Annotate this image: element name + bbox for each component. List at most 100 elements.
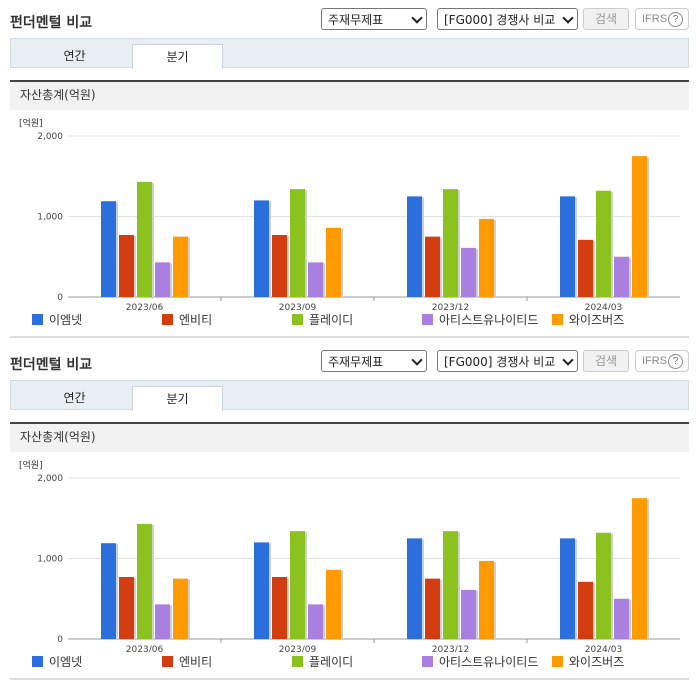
tab-annual[interactable]: 연간 xyxy=(63,391,86,405)
panel-title: 펀더멘털 비교 xyxy=(10,15,93,31)
bar xyxy=(155,604,170,639)
bar xyxy=(155,262,170,297)
ifrs-button[interactable]: IFRS ? xyxy=(635,350,689,372)
legend-swatch xyxy=(422,314,433,325)
compare-select[interactable]: [FG000] 경쟁사 비교 xyxy=(437,8,578,30)
bar xyxy=(407,538,422,639)
search-button[interactable]: 검색 xyxy=(583,350,629,372)
period-tabs: 연간 분기 xyxy=(10,380,689,411)
legend-swatch xyxy=(162,656,173,667)
bar xyxy=(326,569,341,639)
bar xyxy=(443,189,458,297)
bar xyxy=(425,236,440,297)
legend-label: 플레이디 xyxy=(309,655,354,669)
chevron-down-icon xyxy=(562,12,574,24)
y-unit-label: [억원] xyxy=(19,459,43,471)
help-icon[interactable]: ? xyxy=(668,12,683,27)
ifrs-label: IFRS xyxy=(642,13,668,25)
bar xyxy=(119,235,134,297)
statement-select-value: 주재무제표 xyxy=(328,13,384,27)
chevron-down-icon xyxy=(562,354,574,366)
bar xyxy=(560,196,575,297)
tab-quarterly[interactable]: 분기 xyxy=(132,386,223,411)
legend-item[interactable]: 와이즈버즈 xyxy=(552,313,624,327)
y-tick-label: 2,000 xyxy=(37,132,63,142)
legend-swatch xyxy=(422,656,433,667)
bar xyxy=(425,578,440,639)
legend-item[interactable]: 플레이디 xyxy=(292,313,353,327)
bar xyxy=(290,531,305,639)
bar xyxy=(308,262,323,297)
ifrs-label: IFRS xyxy=(642,355,668,367)
bar-chart: [억원] 0 1,000 2,000 2023/06 2023/09 2023/12 2024… xyxy=(19,117,680,310)
ifrs-button[interactable]: IFRS ? xyxy=(635,8,689,30)
bar xyxy=(614,256,629,297)
legend-item[interactable]: 아티스트유나이티드 xyxy=(422,655,538,669)
tab-annual[interactable]: 연간 xyxy=(63,49,86,63)
bar xyxy=(254,542,269,639)
bar xyxy=(578,581,593,639)
y-tick-label: 1,000 xyxy=(37,555,63,565)
legend-swatch xyxy=(32,314,43,325)
legend-swatch xyxy=(292,656,303,667)
legend-item[interactable]: 플레이디 xyxy=(292,655,353,669)
x-tick-label: 2023/12 xyxy=(432,645,469,652)
help-icon[interactable]: ? xyxy=(668,354,683,369)
y-unit-label: [억원] xyxy=(19,117,43,129)
fundamental-panel: 펀더멘털 비교 주재무제표 [FG000] 경쟁사 비교 검색 IFRS ? 연… xyxy=(10,8,692,338)
x-tick-label: 2023/06 xyxy=(126,303,164,310)
compare-select-value: [FG000] 경쟁사 비교 xyxy=(444,355,556,369)
bar xyxy=(407,196,422,297)
legend-label: 아티스트유나이티드 xyxy=(439,655,539,669)
legend-label: 와이즈버즈 xyxy=(569,313,625,327)
y-tick-label: 0 xyxy=(57,293,63,303)
legend-item[interactable]: 엔비티 xyxy=(162,313,212,327)
search-button[interactable]: 검색 xyxy=(583,8,629,30)
bar xyxy=(290,189,305,297)
chart-legend: 이엠넷 엔비티 플레이디 아티스트유나이티드 와이즈버즈 xyxy=(32,655,692,671)
legend-item[interactable]: 아티스트유나이티드 xyxy=(422,313,538,327)
legend-label: 아티스트유나이티드 xyxy=(439,313,539,327)
fundamental-panel: 펀더멘털 비교 주재무제표 [FG000] 경쟁사 비교 검색 IFRS ? 연… xyxy=(0,342,696,684)
legend-item[interactable]: 와이즈버즈 xyxy=(552,655,624,669)
bar xyxy=(632,156,647,297)
bar xyxy=(272,235,287,297)
tab-quarterly[interactable]: 분기 xyxy=(132,44,223,69)
panel-title: 펀더멘털 비교 xyxy=(10,357,93,373)
legend-item[interactable]: 이엠넷 xyxy=(32,313,82,327)
legend-label: 이엠넷 xyxy=(49,313,83,327)
x-tick-label: 2024/03 xyxy=(585,303,622,310)
bar xyxy=(578,239,593,297)
bar xyxy=(101,201,116,297)
compare-select-value: [FG000] 경쟁사 비교 xyxy=(444,13,556,27)
legend-item[interactable]: 이엠넷 xyxy=(32,655,82,669)
bar xyxy=(173,578,188,639)
legend-item[interactable]: 엔비티 xyxy=(162,655,212,669)
legend-label: 와이즈버즈 xyxy=(569,655,625,669)
period-tabs: 연간 분기 xyxy=(10,38,689,69)
compare-select[interactable]: [FG000] 경쟁사 비교 xyxy=(437,350,578,372)
statement-select[interactable]: 주재무제표 xyxy=(321,8,427,30)
bar xyxy=(254,200,269,297)
bar xyxy=(101,543,116,639)
bar xyxy=(596,190,611,297)
chart-legend: 이엠넷 엔비티 플레이디 아티스트유나이티드 와이즈버즈 xyxy=(32,313,692,329)
x-tick-label: 2023/09 xyxy=(279,645,317,652)
x-tick-label: 2023/09 xyxy=(279,303,317,310)
bar xyxy=(614,598,629,639)
bar xyxy=(461,247,476,297)
statement-select[interactable]: 주재무제표 xyxy=(321,350,427,372)
divider xyxy=(10,336,689,338)
section-title: 자산총계(억원) xyxy=(10,422,689,452)
chevron-down-icon xyxy=(411,354,423,366)
bar xyxy=(596,532,611,639)
bar xyxy=(137,181,152,297)
bar xyxy=(560,538,575,639)
y-tick-label: 2,000 xyxy=(37,474,63,484)
bar xyxy=(272,577,287,639)
y-tick-label: 1,000 xyxy=(37,213,63,223)
legend-swatch xyxy=(552,314,563,325)
legend-swatch xyxy=(552,656,563,667)
legend-swatch xyxy=(162,314,173,325)
bar xyxy=(137,523,152,639)
